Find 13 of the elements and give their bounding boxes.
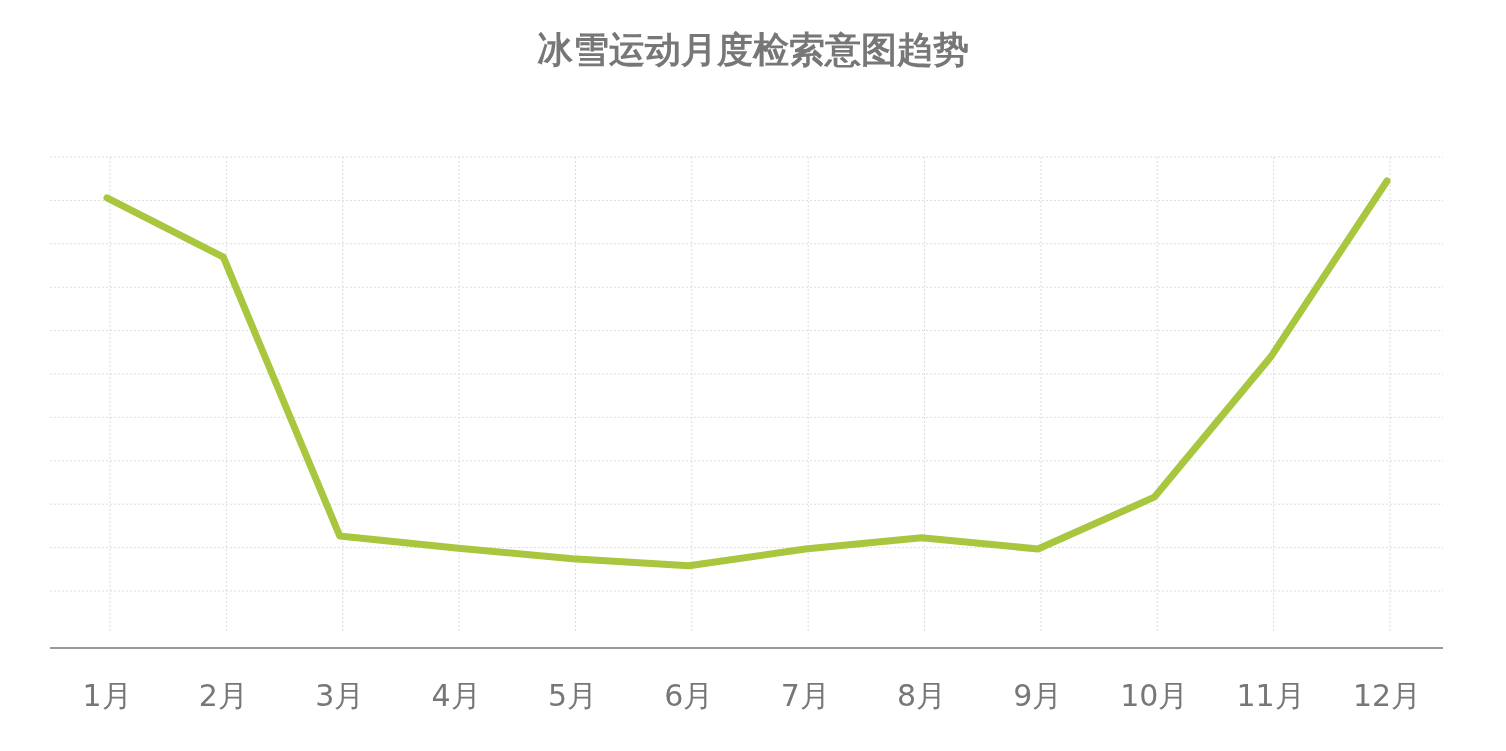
x-tick-label: 1月 <box>82 678 132 713</box>
x-tick-label: 11月 <box>1236 678 1305 713</box>
x-tick-label: 3月 <box>315 678 365 713</box>
x-tick-label: 10月 <box>1120 678 1189 713</box>
title: 冰雪运动月度检索意图趋势 <box>537 29 969 70</box>
x-tick-label: 6月 <box>664 678 714 713</box>
x-tick-label: 2月 <box>198 678 248 713</box>
x-tick-label: 4月 <box>431 678 481 713</box>
x-tick-label: 5月 <box>547 678 597 713</box>
x-tick-label: 8月 <box>897 678 947 713</box>
x-tick-label: 7月 <box>780 678 830 713</box>
x-tick-label: 9月 <box>1013 678 1063 713</box>
x-tick-label: 12月 <box>1352 678 1422 713</box>
